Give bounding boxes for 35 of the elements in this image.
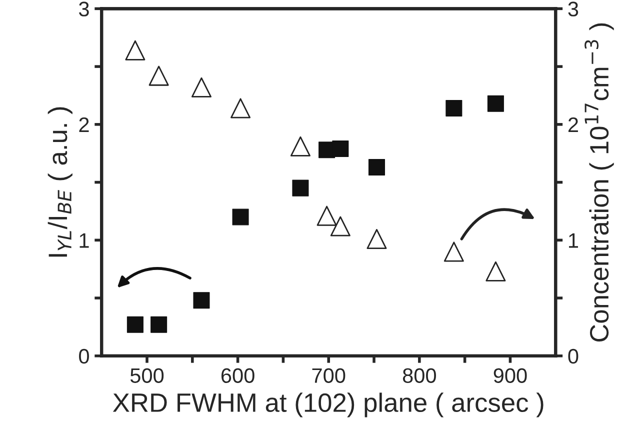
y-axis-title: I$_{YL}$/I$_{BE}$ ( a.u. ) bbox=[48, 107, 72, 257]
point bbox=[487, 95, 504, 112]
point bbox=[368, 158, 386, 176]
y-tick-label: 3 bbox=[79, 2, 89, 16]
y2-axis-title: Concentration ( 10$^{17}$cm$^{−3}$ ) bbox=[584, 23, 614, 342]
y2-tick-label: 0 bbox=[568, 348, 578, 364]
point bbox=[330, 216, 350, 236]
point bbox=[126, 316, 144, 333]
point bbox=[193, 292, 210, 309]
x-tick-label: 700 bbox=[312, 368, 346, 383]
point bbox=[292, 180, 309, 196]
x-tick-label: 500 bbox=[130, 368, 164, 383]
point bbox=[150, 316, 168, 333]
point bbox=[290, 136, 310, 156]
point bbox=[316, 206, 337, 226]
y2-tick-label: 2 bbox=[568, 117, 578, 132]
point bbox=[125, 40, 146, 60]
y-tick-label: 2 bbox=[79, 117, 89, 132]
point bbox=[366, 228, 387, 249]
y2-tick-label: 3 bbox=[568, 2, 578, 16]
point bbox=[191, 77, 212, 98]
x-tick-label: 900 bbox=[494, 368, 527, 383]
x-tick-label: 800 bbox=[402, 368, 436, 383]
y-tick-label: 0 bbox=[79, 348, 89, 364]
point bbox=[332, 140, 349, 157]
point bbox=[446, 100, 462, 116]
point bbox=[486, 261, 506, 282]
point bbox=[232, 208, 249, 226]
point bbox=[230, 98, 251, 118]
point bbox=[148, 66, 169, 86]
x-tick-label: 600 bbox=[221, 368, 254, 383]
y-tick-label: 1 bbox=[80, 233, 89, 248]
point bbox=[444, 242, 464, 262]
x-axis-title: XRD FWHM at (102) plane ( arcsec ) bbox=[112, 392, 544, 418]
y2-tick-label: 1 bbox=[569, 233, 578, 248]
